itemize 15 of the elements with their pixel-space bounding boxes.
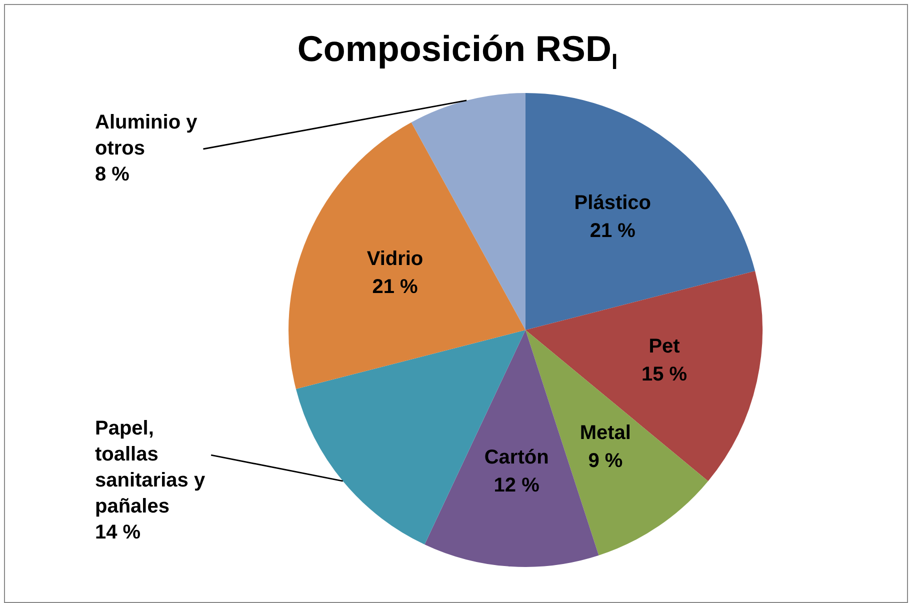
slice-label: Pet (648, 336, 680, 358)
data-label: 12 % (494, 474, 540, 496)
data-label: 8 % (95, 164, 130, 186)
slice-label: Cartón (484, 446, 549, 468)
slice-label: Aluminio y otros (95, 112, 198, 160)
slice-label: Papel, toallas sanitarias y pañales (95, 418, 206, 518)
chart-title: Composición RSD$_{I}$ (296, 28, 619, 76)
slice-label: Vidrio (366, 248, 424, 270)
data-label: 21 % (372, 276, 418, 298)
data-label: 9 % (588, 450, 623, 472)
data-label: 15 % (641, 364, 688, 386)
data-label: 14 % (95, 522, 141, 544)
slice-label: Metal (580, 422, 631, 444)
slice-label: Plástico (574, 192, 652, 214)
data-label: 21 % (590, 220, 636, 242)
